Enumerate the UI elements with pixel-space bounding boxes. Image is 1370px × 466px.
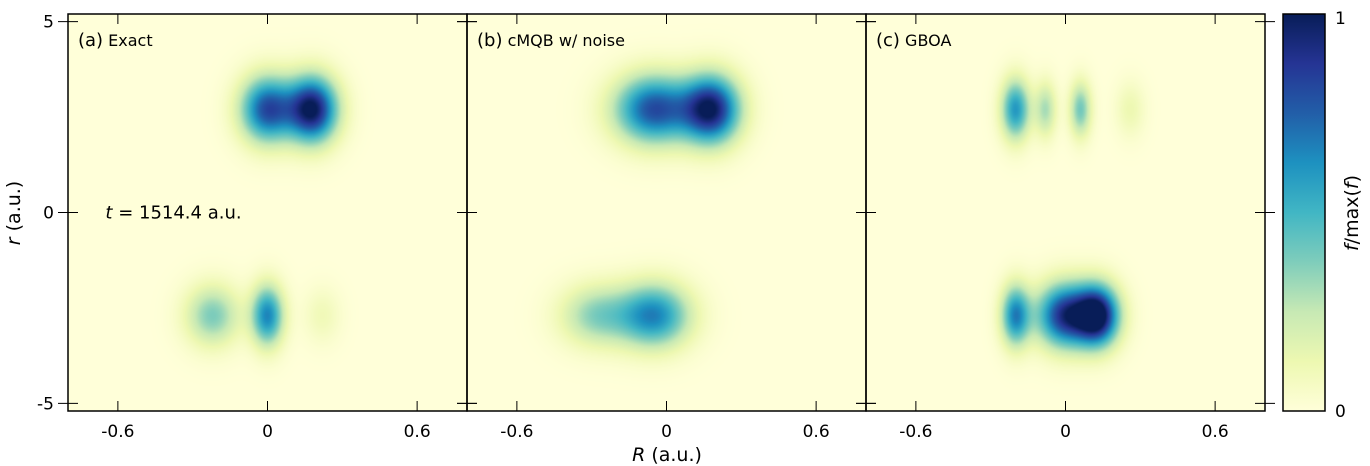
panel-label-name: cMQB w/ noise: [502, 31, 624, 50]
time-value: = 1514.4 a.u.: [112, 203, 241, 224]
x-tick-label: 0.6: [404, 422, 431, 442]
x-tick-label: -0.6: [101, 422, 134, 442]
y-axis-unit: (a.u.): [3, 181, 25, 238]
x-tick-label: 0: [661, 422, 672, 442]
colorbar-label-end: ): [1341, 175, 1363, 182]
x-axis-unit: (a.u.): [645, 444, 702, 466]
heatmap-panel-3: [866, 14, 1265, 411]
time-annotation: t = 1514.4 a.u.: [105, 203, 241, 224]
colorbar-max-label: 1: [1335, 9, 1346, 29]
x-tick-label: 0.6: [803, 422, 830, 442]
x-tick-label: -0.6: [899, 422, 932, 442]
heatmap-panel-2: [467, 14, 866, 411]
panel-label-letter: (c): [876, 30, 900, 51]
y-tick-label: 5: [43, 13, 54, 33]
y-axis-symbol: r: [3, 236, 25, 245]
x-tick-label: 0.6: [1202, 422, 1229, 442]
x-axis-label: R (a.u.): [632, 444, 702, 466]
panel-label-name: GBOA: [900, 31, 951, 50]
colorbar-label: f/max(f): [1341, 175, 1363, 251]
axes-layer: [58, 13, 1275, 412]
panel-label-letter: (b): [477, 30, 502, 51]
panel-label-letter: (a): [78, 30, 103, 51]
labels-layer: -0.6 0 0.6 5 0 -5 (a) Exact -0.6 0 0.6 (b) cMQB w/…: [3, 13, 1229, 466]
x-axis-symbol: R: [632, 444, 645, 466]
heatmap-panels: [68, 14, 1265, 411]
colorbar-label-f2: f: [1341, 179, 1363, 189]
colorbar-min-label: 0: [1335, 402, 1346, 422]
panel-label: (b) cMQB w/ noise: [477, 30, 625, 51]
heatmap-panel-1: [68, 14, 467, 411]
y-tick-label: 0: [43, 204, 54, 224]
x-tick-label: 0: [1060, 422, 1071, 442]
colorbar-label-f: f: [1341, 241, 1363, 251]
x-tick-label: -0.6: [500, 422, 533, 442]
y-tick-label: -5: [37, 394, 54, 414]
panel-label-name: Exact: [103, 31, 153, 50]
y-axis-label: r (a.u.): [3, 181, 25, 245]
colorbar: 1 0 f/max(f): [1282, 9, 1363, 422]
panel-label: (a) Exact: [78, 30, 153, 51]
colorbar-bar: [1282, 13, 1326, 412]
x-tick-label: 0: [262, 422, 273, 442]
panel-label: (c) GBOA: [876, 30, 951, 51]
colorbar-label-mid: /max(: [1341, 189, 1363, 244]
time-symbol: t: [105, 203, 113, 224]
